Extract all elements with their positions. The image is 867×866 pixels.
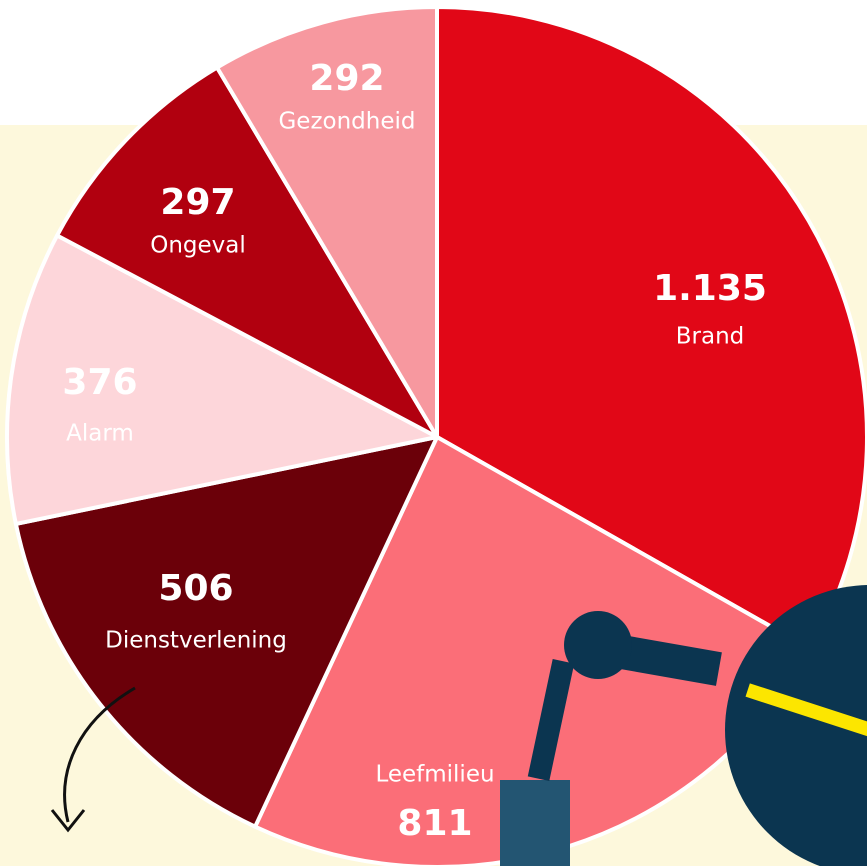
category-label: Dienstverlening xyxy=(105,628,287,654)
value-label: 506 xyxy=(158,568,233,609)
category-label: Leefmilieu xyxy=(375,762,494,788)
category-label: Brand xyxy=(676,324,745,350)
value-label: 811 xyxy=(397,803,472,844)
value-label: 1.135 xyxy=(653,268,767,309)
value-label: 292 xyxy=(309,58,384,99)
category-label: Alarm xyxy=(66,421,134,447)
value-label: 376 xyxy=(62,362,137,403)
chart: 1.135 Brand 811 Leefmilieu 506 Dienstverlenin… xyxy=(0,0,867,866)
category-label: Gezondheid xyxy=(278,109,415,135)
value-label: 297 xyxy=(160,182,235,223)
category-label: Ongeval xyxy=(150,233,246,259)
